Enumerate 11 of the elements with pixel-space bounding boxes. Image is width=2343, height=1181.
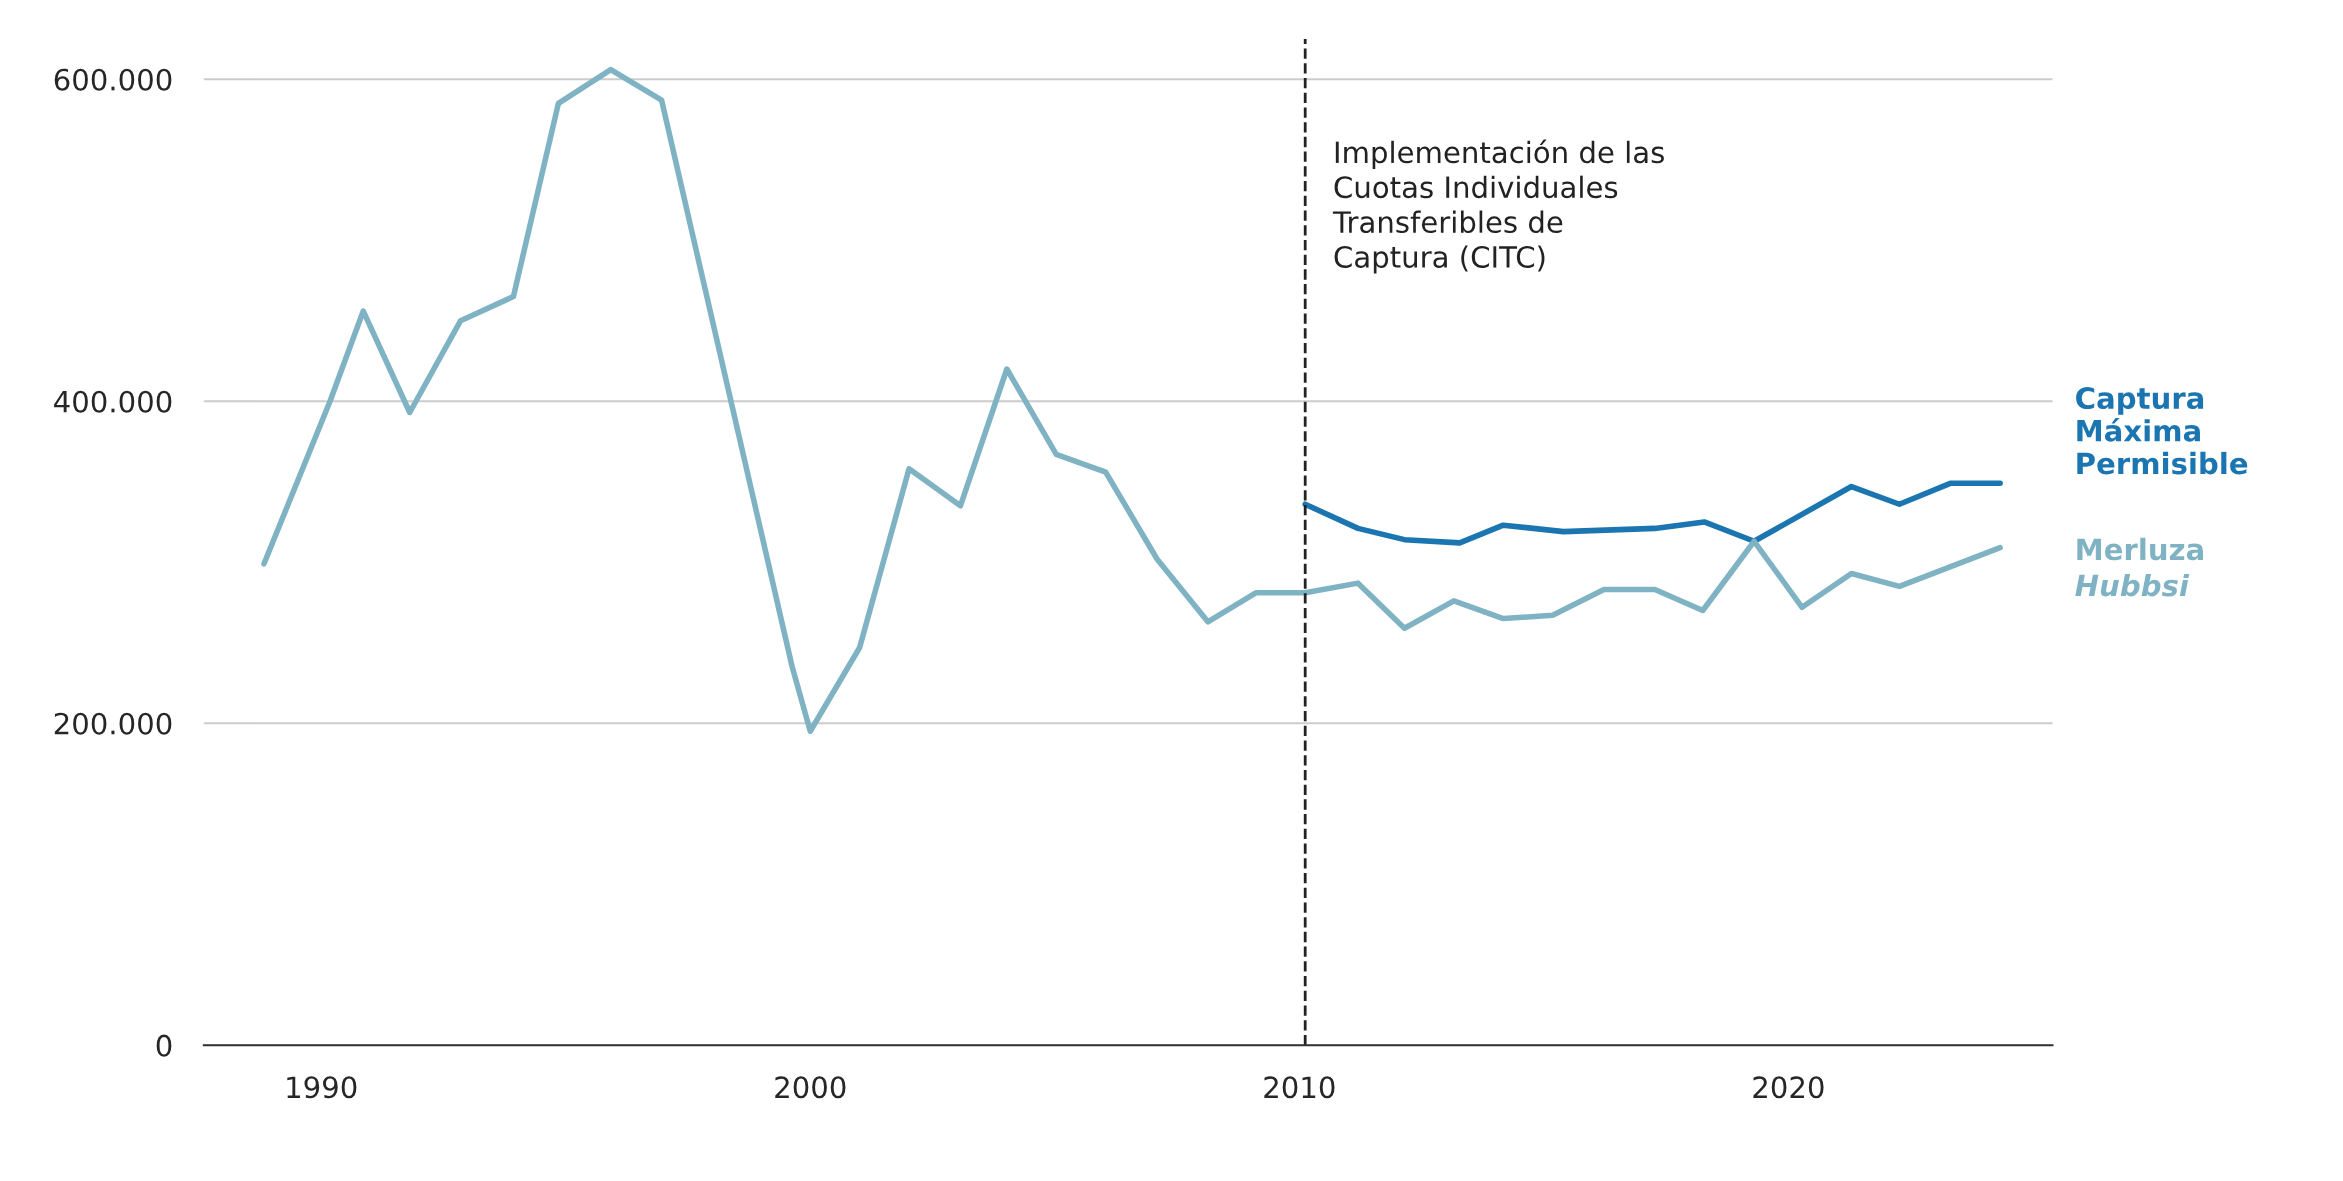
text: Captura Máxima Permisible (2076, 387, 2248, 475)
y-tick-label: 0 (156, 1034, 172, 1057)
text: Merluza Hubbsi (2075, 537, 2203, 597)
x-tick-label: 2020 (1753, 1076, 1824, 1099)
y-tick-label: 200.000 (54, 712, 172, 735)
y-tick-label: 600.000 (54, 68, 172, 91)
ref-line-label: Implementación de las Cuotas Individuales Transferibles de Captura (CITC) (1332, 139, 1664, 274)
x-tick-label: 2010 (1264, 1076, 1335, 1099)
y-tick-label: 400.000 (54, 390, 172, 413)
x-tick-label: 2000 (775, 1076, 846, 1099)
x-tick-label: 1990 (287, 1076, 357, 1099)
